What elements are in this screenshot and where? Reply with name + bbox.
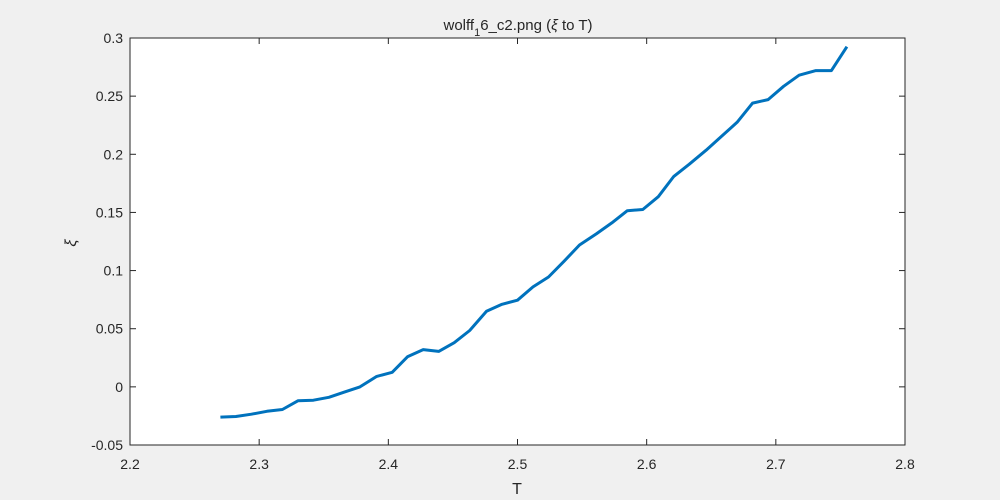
series-line	[220, 45, 849, 419]
y-tick-label: 0	[115, 379, 123, 395]
y-tick-label: 0.25	[96, 88, 123, 104]
y-tick-label: 0.3	[104, 30, 124, 46]
x-tick-label: 2.4	[379, 456, 399, 472]
x-axis-label: T	[512, 481, 522, 498]
y-tick-label: 0.1	[104, 263, 124, 279]
y-axis-label: ξ	[63, 239, 80, 247]
chart-title: wolff16_c2.png (ξ to T)	[442, 17, 592, 39]
x-tick-label: 2.7	[766, 456, 786, 472]
x-ticks: 2.2 2.3 2.4 2.5 2.6 2.7 2.8	[120, 38, 915, 472]
x-tick-label: 2.6	[637, 456, 657, 472]
x-tick-label: 2.3	[249, 456, 269, 472]
y-tick-label: 0.2	[104, 146, 124, 162]
chart-title-rest: 6_c2.png (	[480, 17, 551, 34]
chart-title-subscript: 1	[474, 27, 480, 39]
chart-title-symbol: ξ	[551, 17, 559, 34]
y-tick-label: 0.15	[96, 204, 123, 220]
axes-background	[129, 37, 906, 446]
chart-title-end: to T)	[558, 17, 593, 34]
x-tick-label: 2.2	[120, 456, 140, 472]
chart-title-main: wolff	[442, 17, 474, 34]
plot-area: 2.2 2.3 2.4 2.5 2.6 2.7 2.8 -0.05 0 0.05 0.1 0.15 0…	[91, 30, 915, 472]
x-tick-label: 2.8	[895, 456, 915, 472]
y-tick-label: 0.05	[96, 321, 123, 337]
x-tick-label: 2.5	[508, 456, 528, 472]
y-ticks: -0.05 0 0.05 0.1 0.15 0.2 0.25 0.3	[91, 30, 905, 453]
y-tick-label: -0.05	[91, 437, 123, 453]
series-layer	[220, 45, 849, 419]
